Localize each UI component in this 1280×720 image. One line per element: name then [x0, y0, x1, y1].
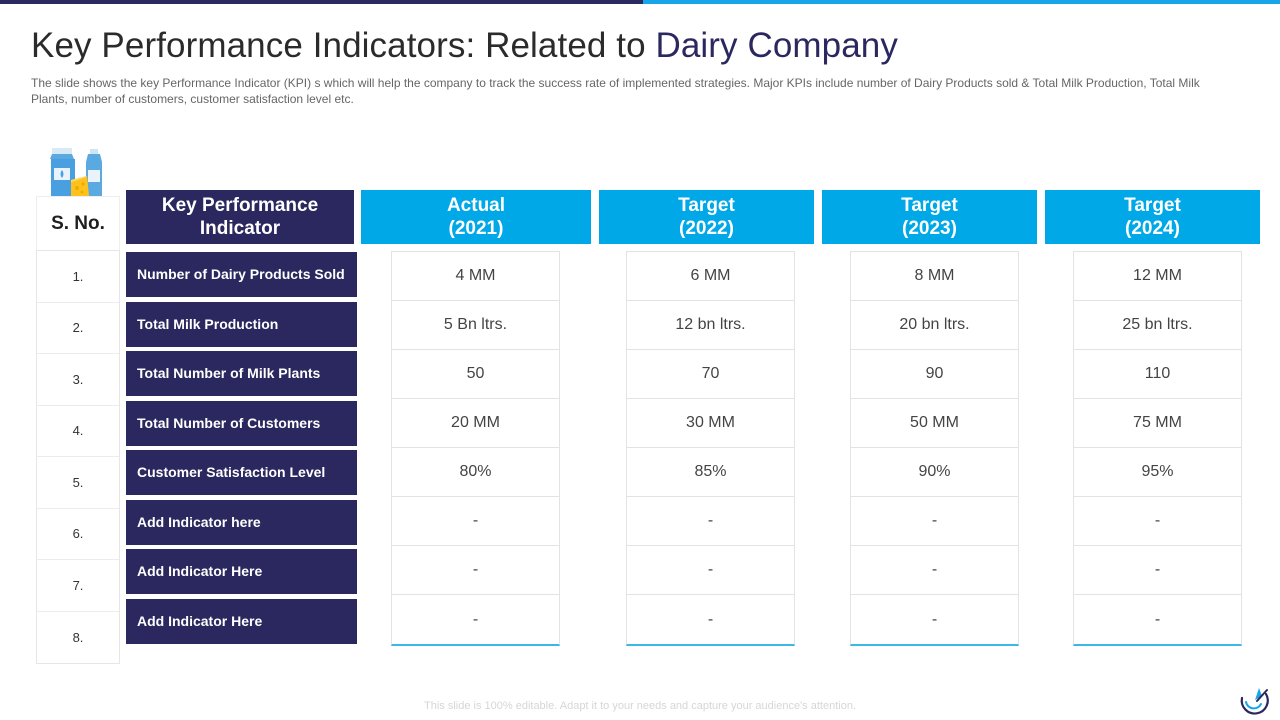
slide-title-main: Key Performance Indicators: Related to	[31, 26, 656, 65]
sno-column: 1. 2. 3. 4. 5. 6. 7. 8.	[36, 250, 120, 664]
value-cell: 110	[1074, 350, 1241, 399]
value-cell: -	[707, 610, 714, 628]
value-cell: 90%	[851, 448, 1018, 497]
kpi-cell: Number of Dairy Products Sold	[126, 252, 357, 297]
slide-subtitle: The slide shows the key Performance Indi…	[31, 76, 1200, 106]
value-cell: -	[627, 497, 794, 546]
top-accent-bar	[0, 0, 1280, 4]
kpi-cell: Add Indicator here	[126, 499, 357, 545]
sno-cell: 3.	[37, 354, 119, 406]
value-cell: -	[851, 497, 1018, 546]
value-cell: 50 MM	[851, 399, 1018, 448]
column-header-year: (2023)	[902, 218, 957, 239]
dairy-products-icon	[50, 148, 102, 197]
value-cell: -	[392, 497, 559, 546]
value-cell: -	[1154, 610, 1161, 628]
sno-cell: 7.	[37, 560, 119, 612]
footer-note: This slide is 100% editable. Adapt it to…	[424, 700, 856, 712]
value-cell: -	[1074, 546, 1241, 595]
value-cell: -	[472, 610, 479, 628]
value-cell: 85%	[627, 448, 794, 497]
sno-cell: 4.	[37, 406, 119, 457]
value-cell: 75 MM	[1074, 399, 1241, 448]
column-header-label: Actual	[446, 195, 506, 216]
sno-cell: 8.	[72, 629, 84, 645]
kpi-column: Number of Dairy Products Sold Total Milk…	[126, 252, 357, 648]
kpi-header: Key Performance Indicator	[126, 190, 354, 244]
value-cell: -	[627, 546, 794, 595]
kpi-cell: Total Number of Milk Plants	[126, 351, 357, 396]
column-header-year: (2022)	[679, 218, 734, 239]
value-cell: -	[392, 546, 559, 595]
value-cell: 20 bn ltrs.	[851, 301, 1018, 350]
brand-logo-icon	[1240, 688, 1269, 715]
value-column-actual-2021: 4 MM 5 Bn ltrs. 50 20 MM 80% - - -	[391, 251, 560, 646]
value-column-target-2024: 12 MM 25 bn ltrs. 110 75 MM 95% - - -	[1073, 251, 1242, 646]
column-header-label: Target	[1124, 195, 1181, 216]
value-cell: 30 MM	[627, 399, 794, 448]
column-header-label: Target	[901, 195, 958, 216]
value-column-target-2022: 6 MM 12 bn ltrs. 70 30 MM 85% - - -	[626, 251, 795, 646]
kpi-cell: Add Indicator Here	[126, 549, 357, 594]
value-cell: 12 MM	[1074, 252, 1241, 301]
sno-cell: 6.	[37, 509, 119, 560]
column-header-target-2022: Target (2022)	[599, 190, 814, 244]
value-cell: 4 MM	[392, 252, 559, 301]
column-header-actual-2021: Actual (2021)	[361, 190, 591, 244]
kpi-cell: Total Milk Production	[126, 301, 357, 347]
sno-cell: 2.	[37, 303, 119, 354]
column-header-label: Target	[678, 195, 735, 216]
sno-cell: 5.	[37, 457, 119, 509]
value-cell: 50	[392, 350, 559, 399]
value-cell: 6 MM	[627, 252, 794, 301]
value-cell: 12 bn ltrs.	[627, 301, 794, 350]
value-column-target-2023: 8 MM 20 bn ltrs. 90 50 MM 90% - - -	[850, 251, 1019, 646]
column-header-target-2023: Target (2023)	[822, 190, 1037, 244]
value-cell: -	[851, 546, 1018, 595]
top-accent-bar-light	[643, 0, 1280, 4]
top-accent-bar-dark	[0, 0, 643, 4]
value-cell: 20 MM	[392, 399, 559, 448]
kpi-cell: Add Indicator Here	[126, 598, 357, 644]
slide-title: Key Performance Indicators: Related to D…	[31, 26, 898, 66]
value-cell: 8 MM	[851, 252, 1018, 301]
sno-header: S. No.	[36, 196, 120, 250]
sno-cell: 1.	[37, 251, 119, 303]
kpi-cell: Customer Satisfaction Level	[126, 450, 357, 495]
value-cell: 80%	[392, 448, 559, 497]
value-cell: 90	[851, 350, 1018, 399]
kpi-cell: Total Number of Customers	[126, 400, 357, 446]
value-cell: 5 Bn ltrs.	[392, 301, 559, 350]
column-header-year: (2021)	[448, 218, 504, 239]
column-header-year: (2024)	[1125, 218, 1180, 239]
value-cell: 95%	[1074, 448, 1241, 497]
value-cell: 25 bn ltrs.	[1074, 301, 1241, 350]
slide-title-accent: Dairy Company	[655, 26, 898, 65]
value-cell: -	[931, 610, 938, 628]
column-header-target-2024: Target (2024)	[1045, 190, 1260, 244]
value-cell: -	[1074, 497, 1241, 546]
value-cell: 70	[627, 350, 794, 399]
